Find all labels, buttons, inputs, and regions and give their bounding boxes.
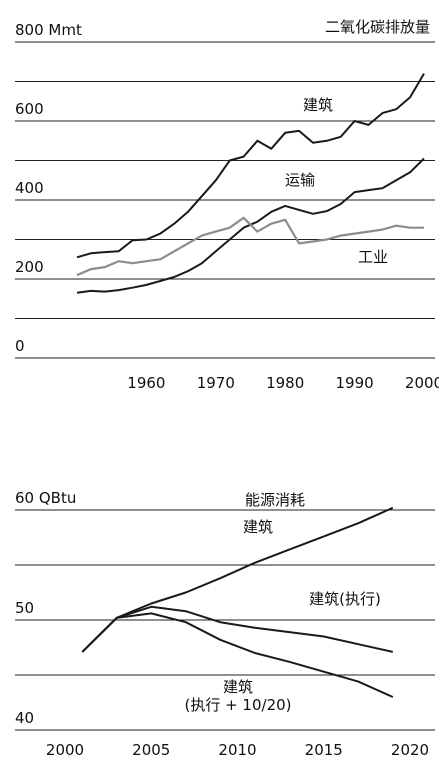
series-line <box>81 506 394 653</box>
chart-title: 能源消耗 <box>245 491 305 509</box>
y-tick-label: 50 <box>15 599 34 617</box>
chart-title: 二氧化碳排放量 <box>325 18 430 36</box>
y-tick-label: 400 <box>15 179 44 197</box>
series-line <box>81 605 394 653</box>
series-label: 工业 <box>358 248 388 266</box>
series-label: 运输 <box>285 171 315 189</box>
x-tick-label: 2000 <box>405 374 439 392</box>
x-tick-label: 1980 <box>266 374 304 392</box>
x-tick-label: 2015 <box>305 741 343 759</box>
y-tick-label: 600 <box>15 100 44 118</box>
y-tick-label: 60 QBtu <box>15 489 76 507</box>
x-tick-label: 2020 <box>391 741 429 759</box>
x-tick-label: 1960 <box>127 374 165 392</box>
x-tick-label: 2010 <box>218 741 256 759</box>
series-line <box>76 216 424 277</box>
series-label: 建筑(执行 + 10/20) <box>184 678 291 714</box>
x-tick-label: 2000 <box>46 741 84 759</box>
x-tick-label: 1970 <box>197 374 235 392</box>
series-label: 建筑(执行) <box>309 590 381 608</box>
series-line <box>76 73 425 259</box>
series-label: 建筑 <box>303 96 333 114</box>
x-tick-label: 2005 <box>132 741 170 759</box>
y-tick-label: 200 <box>15 258 44 276</box>
series-line <box>81 612 394 698</box>
x-tick-label: 1990 <box>336 374 374 392</box>
y-tick-label: 0 <box>15 337 25 355</box>
y-tick-label: 800 Mmt <box>15 21 82 39</box>
y-tick-label: 40 <box>15 709 34 727</box>
series-label: 建筑 <box>243 518 273 536</box>
